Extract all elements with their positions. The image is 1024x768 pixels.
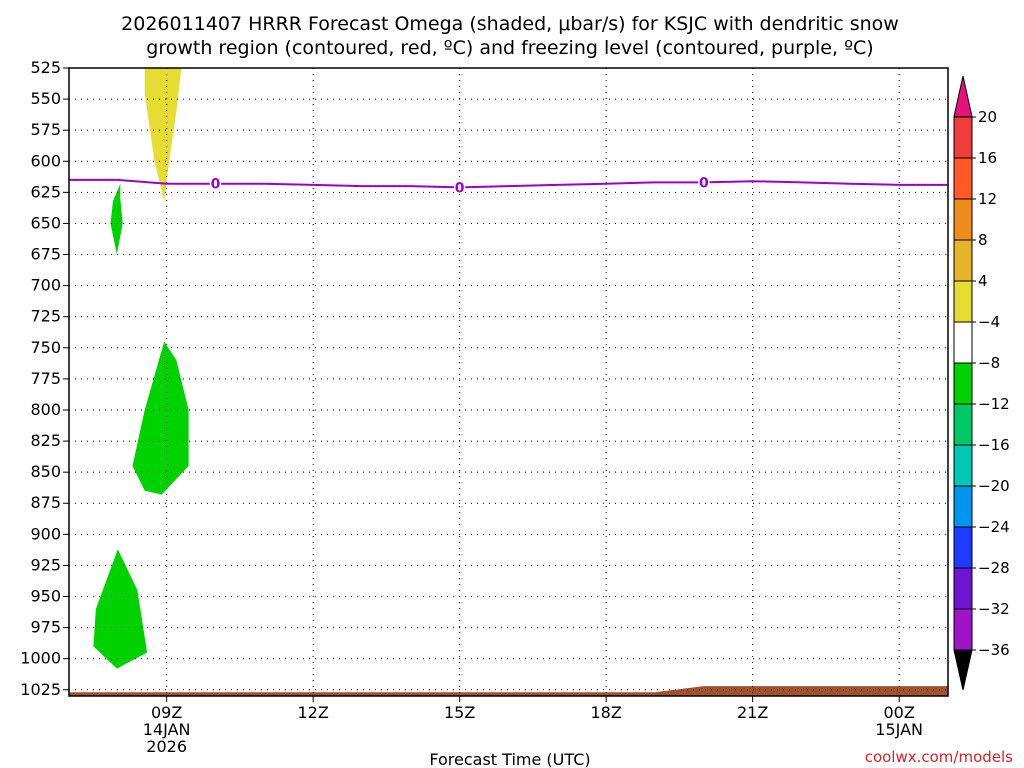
colorbar-label-2: 16 [978,149,997,167]
freezing-level-label-1: 0 [211,177,221,193]
pressure-axis: 525 550 575 600 625 650 675 700 725 750 775 800 825 8… [20,58,69,699]
colorbar-segment-4 [953,239,973,282]
omega-region-2 [110,183,123,255]
x-tick-label-5: 00Z [884,703,915,722]
colorbar-segment-13 [953,608,973,651]
y-tick-label-1000: 1000 [20,649,61,668]
y-tick-label-950: 950 [30,587,61,606]
omega-colorbar: 20 16 12 8 4 −4 −8 −12 −16 −20 −24 −28 −32 −36 [953,75,1010,691]
x-tick-date-5: 15JAN [875,720,923,739]
colorbar-label-13: −32 [978,600,1010,618]
x-tick-label-0: 09Z [151,703,182,722]
y-tick-label-600: 600 [30,151,61,170]
colorbar-segment-3 [953,198,973,241]
colorbar-segment-11 [953,526,973,569]
credit-text: coolwx.com/models [865,748,1013,766]
x-tick-label-1: 12Z [298,703,329,722]
x-axis-title: Forecast Time (UTC) [429,750,590,768]
colorbar-segment-10 [953,485,973,528]
y-tick-label-825: 825 [30,431,61,450]
colorbar-label-1: 20 [978,108,997,126]
colorbar-segment-7 [953,362,973,405]
y-tick-label-675: 675 [30,245,61,264]
colorbar-label-8: −12 [978,395,1010,413]
y-tick-label-700: 700 [30,276,61,295]
colorbar-arrow-top [953,75,973,118]
colorbar-segment-9 [953,444,973,487]
colorbar-label-7: −8 [978,354,1000,372]
colorbar-segment-5 [953,280,973,323]
y-tick-label-650: 650 [30,213,61,232]
y-tick-label-975: 975 [30,618,61,637]
colorbar-label-5: 4 [978,272,988,290]
y-tick-label-625: 625 [30,182,61,201]
y-tick-label-775: 775 [30,369,61,388]
y-tick-label-525: 525 [30,58,61,77]
y-tick-label-550: 550 [30,89,61,108]
freezing-level-label-3: 0 [699,175,709,191]
x-tick-label-4: 21Z [737,703,768,722]
plot-frame [68,67,949,697]
colorbar-label-4: 8 [978,231,988,249]
colorbar-arrow-bottom [953,649,973,691]
colorbar-label-9: −16 [978,436,1010,454]
y-tick-label-900: 900 [30,524,61,543]
plot-fill-layer [69,68,948,696]
colorbar-label-11: −24 [978,518,1010,536]
x-tick-date-0: 14JAN [143,720,191,739]
surface-terrain-band [69,686,948,696]
y-tick-label-925: 925 [30,555,61,574]
y-tick-label-1025: 1025 [20,680,61,699]
plot-grid [69,67,948,696]
colorbar-segment-8 [953,403,973,446]
colorbar-label-14: −36 [978,641,1010,659]
y-tick-label-875: 875 [30,493,61,512]
colorbar-segment-2 [953,157,973,200]
colorbar-label-6: −4 [978,313,1000,331]
colorbar-label-10: −20 [978,477,1010,495]
colorbar-segment-6 [953,321,973,364]
chart-title-line2: growth region (contoured, red, ºC) and f… [146,37,873,59]
freezing-level-layer: 0 0 0 [69,174,948,198]
colorbar-label-3: 12 [978,190,997,208]
y-tick-label-750: 750 [30,338,61,357]
omega-region-4 [93,549,148,669]
colorbar-segment-12 [953,567,973,610]
y-tick-label-850: 850 [30,462,61,481]
colorbar-segment-1 [953,116,973,159]
x-tick-label-3: 18Z [591,703,622,722]
y-tick-label-725: 725 [30,307,61,326]
omega-region-3 [132,341,189,495]
freezing-level-line [69,178,948,189]
freezing-level-label-2: 0 [455,180,465,196]
x-tick-year-0: 2026 [146,737,187,756]
omega-region-1 [144,68,182,202]
x-tick-label-2: 15Z [444,703,475,722]
y-tick-label-575: 575 [30,120,61,139]
chart-title-line1: 2026011407 HRRR Forecast Omega (shaded, … [121,13,899,35]
y-tick-label-800: 800 [30,400,61,419]
colorbar-label-12: −28 [978,559,1010,577]
